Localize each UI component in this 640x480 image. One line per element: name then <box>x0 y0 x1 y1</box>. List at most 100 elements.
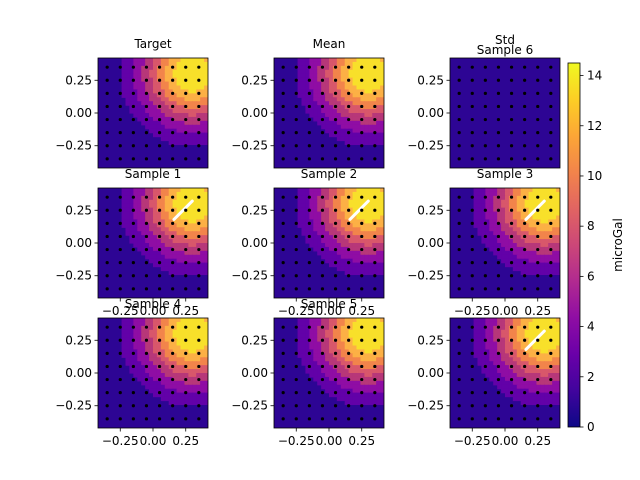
station-dot <box>197 91 201 95</box>
y-tick-label: 0.25 <box>241 203 268 217</box>
station-dot <box>496 338 501 342</box>
station-dot <box>457 247 461 252</box>
x-tick-label: 0.25 <box>172 434 199 448</box>
station-dot <box>549 338 553 342</box>
station-dot <box>496 261 501 265</box>
x-tick-label: −0.25 <box>102 434 139 448</box>
station-dot <box>470 221 474 225</box>
station-dot <box>373 208 377 212</box>
station-dot <box>118 364 122 369</box>
station-dot <box>333 287 338 291</box>
station-dot <box>281 404 285 408</box>
station-dot <box>184 91 188 95</box>
station-dot <box>320 208 325 212</box>
station-dot <box>470 195 474 199</box>
station-dot <box>171 417 175 421</box>
station-dot <box>536 404 540 408</box>
station-dot <box>294 234 298 239</box>
station-dot <box>118 208 122 212</box>
station-dot <box>294 78 298 82</box>
station-dot <box>347 404 351 408</box>
y-tick-label: 0.25 <box>417 203 444 217</box>
station-dot <box>118 131 122 135</box>
station-dot <box>184 117 188 122</box>
station-dot <box>549 287 553 291</box>
station-dot <box>496 377 501 382</box>
station-dot <box>320 404 325 408</box>
colorbar-tick-label: 10 <box>587 169 602 183</box>
station-dot <box>118 417 122 421</box>
station-dot <box>157 195 162 199</box>
station-dot <box>373 195 377 199</box>
station-dot <box>197 144 201 148</box>
station-dot <box>483 351 487 355</box>
station-dot <box>549 391 553 395</box>
station-dot <box>144 104 149 109</box>
station-dot <box>105 404 109 408</box>
station-dot <box>360 234 364 239</box>
station-dot <box>483 117 487 122</box>
station-dot <box>281 157 285 161</box>
station-dot <box>333 274 338 278</box>
station-dot <box>373 325 377 329</box>
station-dot <box>483 417 487 421</box>
station-dot <box>320 65 325 69</box>
station-dot <box>281 195 285 199</box>
station-dot <box>360 144 364 148</box>
station-dot <box>373 144 377 148</box>
station-dot <box>509 351 514 355</box>
station-dot <box>105 287 109 291</box>
y-tick-label: 0.00 <box>417 106 444 120</box>
station-dot <box>171 351 175 355</box>
station-dot <box>171 325 175 329</box>
contour-fill <box>98 58 208 168</box>
station-dot <box>523 131 527 135</box>
station-dot <box>281 261 285 265</box>
colorbar-tick-label: 0 <box>587 420 595 434</box>
station-dot <box>373 261 377 265</box>
station-dot <box>523 221 527 225</box>
station-dot <box>320 364 325 369</box>
station-dot <box>307 157 311 161</box>
station-dot <box>360 325 364 329</box>
station-dot <box>118 157 122 161</box>
station-dot <box>105 417 109 421</box>
station-dot <box>157 351 162 355</box>
x-tick-label: 0.00 <box>316 434 343 448</box>
station-dot <box>483 377 487 382</box>
station-dot <box>307 131 311 135</box>
station-dot <box>360 377 364 382</box>
station-dot <box>496 247 501 252</box>
station-dot <box>307 234 311 239</box>
station-dots <box>281 195 377 291</box>
station-dot <box>294 377 298 382</box>
station-dot <box>171 287 175 291</box>
station-dot <box>333 144 338 148</box>
station-dot <box>144 208 149 212</box>
station-dot <box>549 351 553 355</box>
station-dot <box>281 131 285 135</box>
station-dot <box>496 234 501 239</box>
station-dot <box>457 404 461 408</box>
station-dot <box>294 247 298 252</box>
station-dot <box>373 157 377 161</box>
colorbar-label: microGal <box>611 218 625 272</box>
station-dot <box>320 234 325 239</box>
station-dot <box>536 78 540 82</box>
station-dot <box>184 351 188 355</box>
y-tick-label: −0.25 <box>407 269 444 283</box>
station-dot <box>483 221 487 225</box>
station-dot <box>294 287 298 291</box>
station-dot <box>457 351 461 355</box>
station-dot <box>294 65 298 69</box>
streak-mark <box>348 199 370 221</box>
station-dot <box>131 351 135 355</box>
station-dot <box>197 157 201 161</box>
station-dot <box>347 78 351 82</box>
station-dot <box>307 65 311 69</box>
station-dot <box>197 247 201 252</box>
station-dot <box>320 104 325 109</box>
station-dot <box>457 391 461 395</box>
station-dot <box>523 78 527 82</box>
